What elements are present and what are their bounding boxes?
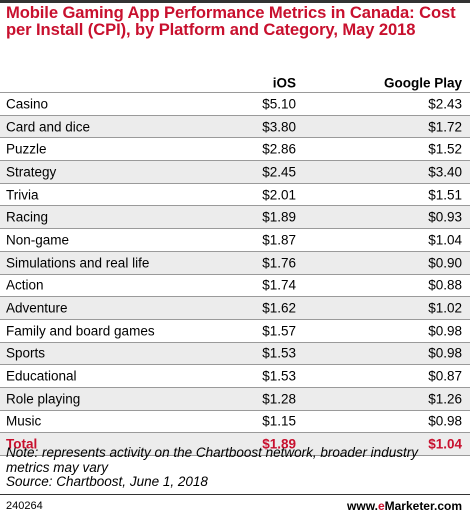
table-row: Puzzle $2.86 $1.52 bbox=[0, 138, 470, 162]
row-label: Total bbox=[6, 436, 38, 452]
google-play-value: $1.04 bbox=[428, 232, 462, 248]
ios-value: $1.57 bbox=[262, 323, 296, 339]
google-play-value: $2.43 bbox=[428, 96, 462, 112]
google-play-value: $1.52 bbox=[428, 141, 462, 157]
ios-value: $2.01 bbox=[262, 187, 296, 203]
google-play-value: $1.02 bbox=[428, 300, 462, 316]
row-label: Family and board games bbox=[6, 323, 155, 339]
google-play-value: $0.98 bbox=[428, 413, 462, 429]
chart-title: Mobile Gaming App Performance Metrics in… bbox=[6, 3, 456, 39]
row-label: Trivia bbox=[6, 187, 39, 203]
bottom-rule bbox=[0, 494, 470, 495]
row-label: Role playing bbox=[6, 391, 81, 407]
ios-value: $1.15 bbox=[262, 413, 296, 429]
google-play-value: $1.04 bbox=[428, 436, 462, 452]
ios-value: $1.28 bbox=[262, 391, 296, 407]
ios-value: $1.53 bbox=[262, 368, 296, 384]
ios-value: $3.80 bbox=[262, 119, 296, 135]
ios-value: $1.89 bbox=[262, 436, 296, 452]
top-rule bbox=[0, 0, 470, 3]
ios-value: $2.86 bbox=[262, 141, 296, 157]
row-label: Non-game bbox=[6, 232, 70, 248]
table-row: Role playing $1.28 $1.26 bbox=[0, 387, 470, 411]
table-row: Action $1.74 $0.88 bbox=[0, 275, 470, 298]
brand-e: e bbox=[377, 499, 385, 513]
table-row: Sports $1.53 $0.98 bbox=[0, 342, 470, 366]
table-row: Racing $1.89 $0.93 bbox=[0, 206, 470, 230]
column-header-ios: iOS bbox=[272, 75, 296, 91]
note-text: Note: represents activity on the Chartbo… bbox=[6, 445, 418, 475]
google-play-value: $0.87 bbox=[428, 368, 462, 384]
row-label: Strategy bbox=[6, 164, 57, 180]
ios-value: $1.76 bbox=[262, 255, 296, 271]
row-label: Casino bbox=[6, 96, 49, 112]
ios-value: $2.45 bbox=[262, 164, 296, 180]
data-table: iOS Google Play Casino $5.10 $2.43 Card and… bbox=[0, 74, 470, 456]
google-play-value: $1.72 bbox=[428, 119, 462, 135]
source-text: Source: Chartboost, June 1, 2018 bbox=[6, 474, 208, 489]
row-label: Simulations and real life bbox=[6, 255, 150, 271]
table-row: Strategy $2.45 $3.40 bbox=[0, 161, 470, 184]
chart-id: 240264 bbox=[6, 500, 43, 512]
ios-value: $1.62 bbox=[262, 300, 296, 316]
google-play-value: $1.51 bbox=[428, 187, 462, 203]
row-label: Educational bbox=[6, 368, 77, 384]
table-row: Family and board games $1.57 $0.98 bbox=[0, 320, 470, 343]
google-play-value: $1.26 bbox=[428, 391, 462, 407]
google-play-value: $0.90 bbox=[428, 255, 462, 271]
google-play-value: $0.98 bbox=[428, 323, 462, 339]
table-row: Adventure $1.62 $1.02 bbox=[0, 297, 470, 320]
table-row: Simulations and real life $1.76 $0.90 bbox=[0, 251, 470, 275]
table-row: Card and dice $3.80 $1.72 bbox=[0, 115, 470, 139]
brand-rest: Marketer.com bbox=[384, 499, 462, 513]
brand-logo: www.eMarketer.com bbox=[347, 499, 462, 513]
row-label: Adventure bbox=[6, 300, 68, 316]
google-play-value: $0.98 bbox=[428, 345, 462, 361]
google-play-value: $0.88 bbox=[428, 277, 462, 293]
ios-value: $1.74 bbox=[262, 277, 296, 293]
table-body: Casino $5.10 $2.43 Card and dice $3.80 $1.72 P… bbox=[0, 93, 470, 456]
ios-value: $1.89 bbox=[262, 209, 296, 225]
row-label: Action bbox=[6, 277, 44, 293]
row-label: Sports bbox=[6, 345, 46, 361]
google-play-value: $3.40 bbox=[428, 164, 462, 180]
row-label: Music bbox=[6, 413, 42, 429]
ios-value: $1.87 bbox=[262, 232, 296, 248]
row-label: Puzzle bbox=[6, 141, 47, 157]
ios-value: $5.10 bbox=[262, 96, 296, 112]
row-label: Card and dice bbox=[6, 119, 91, 135]
table-row: Trivia $2.01 $1.51 bbox=[0, 184, 470, 207]
table-row: Casino $5.10 $2.43 bbox=[0, 93, 470, 116]
footnote: Note: represents activity on the Chartbo… bbox=[6, 445, 464, 490]
brand-prefix: www. bbox=[347, 499, 378, 513]
total-row: Total $1.89 $1.04 bbox=[0, 433, 470, 456]
google-play-value: $0.93 bbox=[428, 209, 462, 225]
table-row: Music $1.15 $0.98 bbox=[0, 411, 470, 434]
table-header: iOS Google Play bbox=[0, 74, 470, 93]
table-row: Non-game $1.87 $1.04 bbox=[0, 229, 470, 252]
column-header-google-play: Google Play bbox=[383, 75, 462, 91]
ios-value: $1.53 bbox=[262, 345, 296, 361]
table-row: Educational $1.53 $0.87 bbox=[0, 365, 470, 388]
row-label: Racing bbox=[6, 209, 49, 225]
